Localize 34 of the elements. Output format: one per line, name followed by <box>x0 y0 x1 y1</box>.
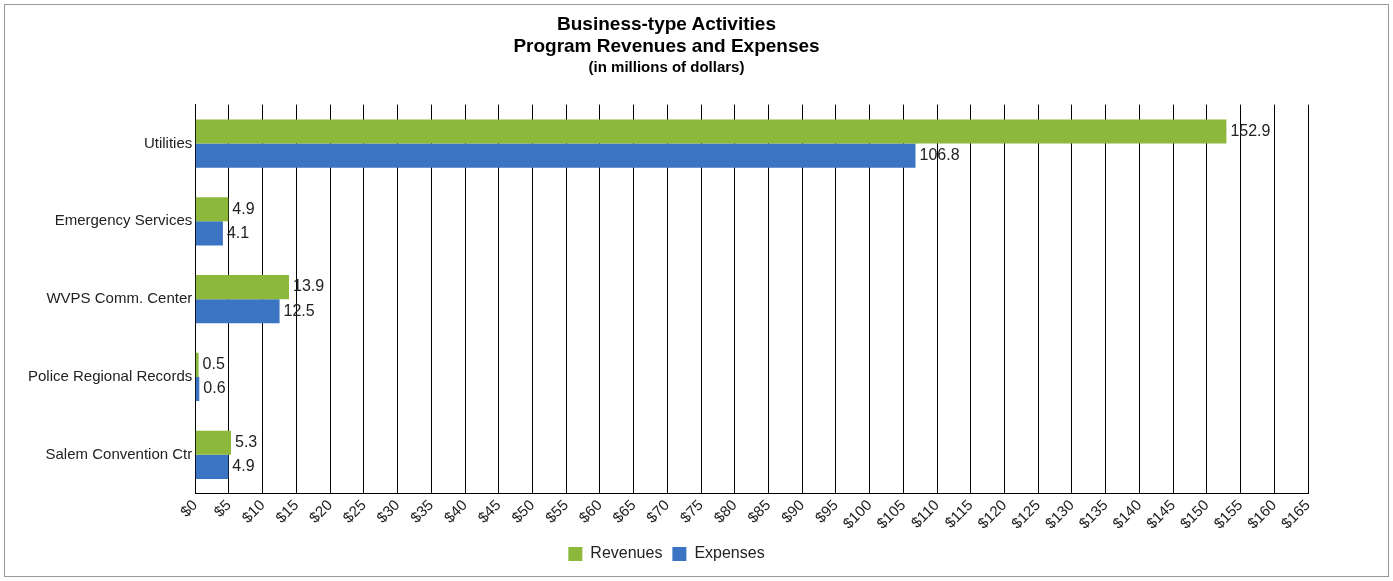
x-tick-label: $45 <box>474 496 504 526</box>
x-tick-label: $30 <box>372 496 403 526</box>
y-tick-label: WVPS Comm. Center <box>46 289 193 307</box>
y-tick-label: Salem Convention Ctr <box>45 444 193 462</box>
y-tick-label: Police Regional Records <box>27 367 193 385</box>
x-tick-label: $60 <box>575 496 605 526</box>
x-tick-label: $20 <box>305 496 336 526</box>
x-tick-label: $70 <box>642 496 673 526</box>
x-tick-label: $80 <box>710 496 740 526</box>
x-tick-label: $95 <box>811 496 841 526</box>
x-tick-label: $15 <box>271 496 302 526</box>
legend-label: Revenues <box>590 544 663 562</box>
y-tick-label: Emergency Services <box>54 211 193 229</box>
data-label: 4.9 <box>232 457 255 475</box>
x-tick-label: $65 <box>608 496 639 526</box>
x-tick-label: $50 <box>507 496 538 526</box>
x-tick-label: $10 <box>238 496 268 526</box>
y-tick-label: Utilities <box>143 133 193 151</box>
x-tick-label: $0 <box>176 496 201 520</box>
x-tick-label: $25 <box>339 496 369 526</box>
x-tick-label: $55 <box>541 496 572 526</box>
x-tick-label: $75 <box>676 496 707 526</box>
chart-title: Business-type Activities Program Revenues and Expenses <box>513 12 820 57</box>
data-label: 0.6 <box>203 379 226 397</box>
x-tick-label: $5 <box>210 496 235 520</box>
data-label: 5.3 <box>235 433 258 451</box>
x-tick-label: $40 <box>440 496 471 526</box>
data-label: 4.9 <box>232 199 255 217</box>
x-tick-label: $90 <box>777 496 808 526</box>
x-tick-label: $85 <box>743 496 774 526</box>
x-tick-label: $35 <box>406 496 437 526</box>
chart-subtitle: (in millions of dollars) <box>588 57 745 75</box>
data-label: 0.5 <box>202 355 225 373</box>
legend-label: Expenses <box>694 544 765 562</box>
